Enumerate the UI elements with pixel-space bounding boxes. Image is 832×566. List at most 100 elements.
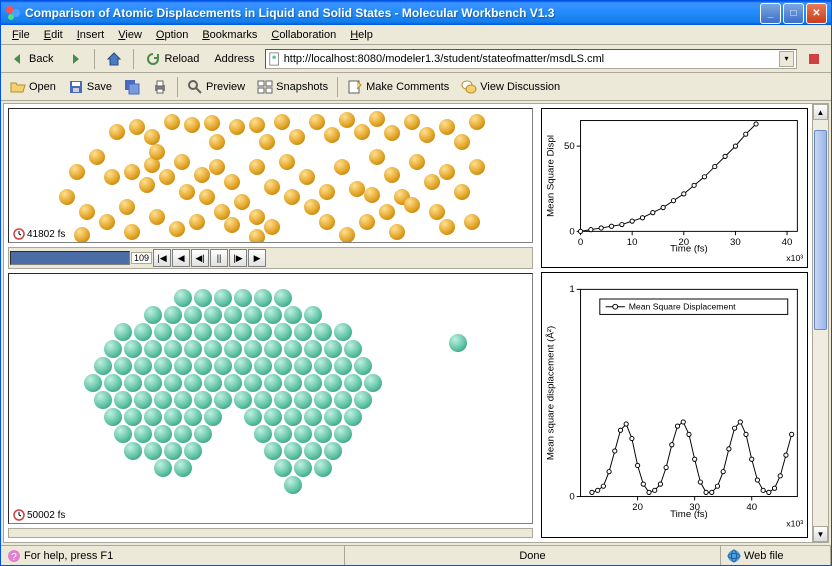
menu-collaboration[interactable]: Collaboration [264, 27, 343, 43]
rewind-button[interactable]: |◀ [153, 249, 171, 267]
svg-text:0: 0 [569, 491, 574, 502]
atom-solid [274, 357, 292, 375]
atom-solid [124, 442, 142, 460]
address-dropdown[interactable]: ▾ [779, 51, 794, 67]
atom-solid [224, 306, 242, 324]
preview-label: Preview [206, 81, 245, 93]
atom-solid [204, 340, 222, 358]
atom-solid [214, 391, 232, 409]
atom-liquid [124, 164, 140, 180]
atom-liquid [339, 112, 355, 128]
atom-liquid [404, 114, 420, 130]
titlebar[interactable]: Comparison of Atomic Displacements in Li… [1, 1, 831, 25]
preview-button[interactable]: Preview [182, 76, 250, 98]
save-label: Save [87, 81, 112, 93]
atom-liquid [79, 204, 95, 220]
atom-liquid [284, 189, 300, 205]
address-bar[interactable]: ▾ [265, 49, 797, 69]
reload-button[interactable]: Reload [140, 48, 204, 70]
solid-simulation[interactable]: 50002 fs [8, 273, 533, 524]
reload-label: Reload [164, 53, 199, 65]
snapshots-button[interactable]: Snapshots [252, 76, 333, 98]
atom-solid [354, 357, 372, 375]
atom-solid [364, 374, 382, 392]
address-input[interactable] [284, 51, 779, 67]
menu-file[interactable]: File [5, 27, 37, 43]
atom-liquid [324, 127, 340, 143]
svg-text:Time (fs): Time (fs) [670, 509, 708, 520]
back-button[interactable]: Back [5, 48, 58, 70]
atom-solid [164, 408, 182, 426]
atom-solid [114, 323, 132, 341]
step-back-button[interactable]: ◀ [172, 249, 190, 267]
print-button[interactable] [147, 76, 173, 98]
playback-controls: 109 |◀ ◀ ◀| || |▶ ▶ [8, 247, 533, 269]
scroll-up-button[interactable]: ▲ [813, 104, 828, 120]
menu-edit[interactable]: Edit [37, 27, 70, 43]
menu-view[interactable]: View [111, 27, 149, 43]
menu-insert[interactable]: Insert [70, 27, 112, 43]
play-button[interactable]: ▶ [248, 249, 266, 267]
solid-msd-chart[interactable]: 20304001Time (fs)x10³Mean square displac… [541, 272, 808, 538]
atom-solid [174, 391, 192, 409]
app-icon [5, 5, 21, 21]
next-button[interactable]: |▶ [229, 249, 247, 267]
atom-liquid [384, 167, 400, 183]
maximize-button[interactable]: □ [783, 3, 804, 24]
saveas-icon [124, 79, 140, 95]
atom-solid [104, 340, 122, 358]
liquid-simulation[interactable]: 41802 fs [8, 108, 533, 243]
atom-solid [334, 425, 352, 443]
stop-button[interactable] [801, 48, 827, 70]
make-comments-label: Make Comments [366, 81, 449, 93]
view-discussion-button[interactable]: View Discussion [456, 76, 565, 98]
atom-liquid [199, 189, 215, 205]
svg-text:x10³: x10³ [786, 253, 803, 263]
atom-liquid [129, 119, 145, 135]
atom-solid [124, 340, 142, 358]
svg-text:Time (fs): Time (fs) [670, 244, 708, 255]
atom-solid [274, 391, 292, 409]
svg-text:30: 30 [730, 237, 741, 248]
open-button[interactable]: Open [5, 76, 61, 98]
atom-liquid [439, 219, 455, 235]
atom-solid [274, 425, 292, 443]
liquid-msd-chart[interactable]: 010203040050Time (fs)x10³Mean Square Dis… [541, 108, 808, 268]
status-right-text: Web file [744, 550, 784, 562]
minimize-button[interactable]: _ [760, 3, 781, 24]
home-button[interactable] [101, 48, 127, 70]
menu-help[interactable]: Help [343, 27, 380, 43]
playback-slider[interactable] [10, 251, 130, 265]
atom-solid [314, 357, 332, 375]
atom-liquid [149, 209, 165, 225]
forward-button[interactable] [62, 48, 88, 70]
close-button[interactable]: ✕ [806, 3, 827, 24]
atom-solid [134, 391, 152, 409]
make-comments-button[interactable]: Make Comments [342, 76, 454, 98]
atom-solid [234, 391, 252, 409]
pause-button[interactable]: || [210, 249, 228, 267]
atom-liquid [309, 114, 325, 130]
atom-liquid [469, 159, 485, 175]
atom-solid [94, 391, 112, 409]
scroll-thumb[interactable] [814, 130, 827, 330]
menu-bookmarks[interactable]: Bookmarks [195, 27, 264, 43]
svg-text:0: 0 [578, 237, 583, 248]
scroll-track[interactable] [813, 120, 828, 526]
vertical-scrollbar[interactable]: ▲ ▼ [812, 104, 828, 542]
charts-column: 010203040050Time (fs)x10³Mean Square Dis… [537, 104, 812, 542]
atom-solid [214, 289, 232, 307]
save-button[interactable]: Save [63, 76, 117, 98]
liquid-time-value: 41802 fs [27, 229, 65, 240]
atom-solid [254, 425, 272, 443]
print-icon [152, 79, 168, 95]
svg-text:Mean Square Displ: Mean Square Displ [546, 135, 557, 217]
atom-solid [194, 357, 212, 375]
saveas-button[interactable] [119, 76, 145, 98]
svg-text:?: ? [11, 552, 17, 563]
atom-liquid [259, 134, 275, 150]
prev-button[interactable]: ◀| [191, 249, 209, 267]
solid-time-value: 50002 fs [27, 510, 65, 521]
menu-option[interactable]: Option [149, 27, 195, 43]
scroll-down-button[interactable]: ▼ [813, 526, 828, 542]
